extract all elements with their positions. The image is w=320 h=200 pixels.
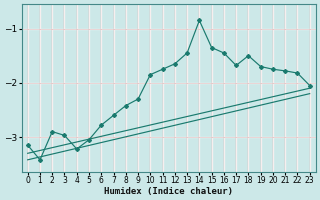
X-axis label: Humidex (Indice chaleur): Humidex (Indice chaleur) [104,187,233,196]
